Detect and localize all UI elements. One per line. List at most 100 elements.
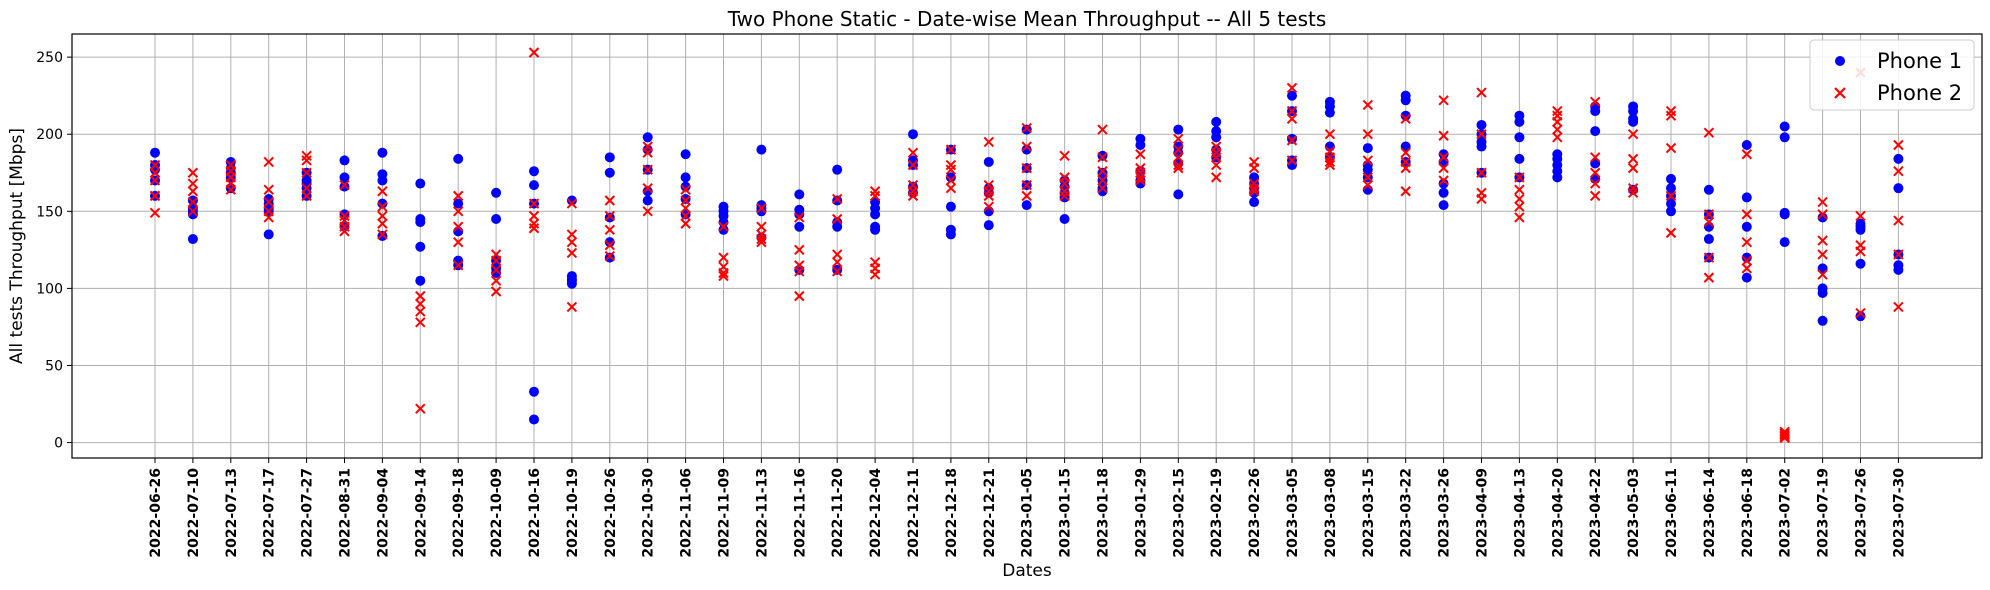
phone-2-point <box>983 136 995 148</box>
phone-1-point <box>832 195 843 206</box>
phone-1-point <box>1855 258 1866 269</box>
phone-2-point <box>1893 301 1904 313</box>
phone-1-point <box>1666 206 1676 217</box>
phone-2-point <box>1514 201 1525 212</box>
x-tick-label: 2023-01-15 <box>1058 468 1074 558</box>
phone-1-point <box>1097 150 1108 161</box>
phone-2-point <box>1286 82 1298 94</box>
phone-2-point <box>452 260 464 271</box>
phone-2-point <box>680 218 691 229</box>
phone-2-point <box>1324 156 1336 168</box>
phone-1-point <box>1059 214 1070 225</box>
x-tick-label: 2023-03-15 <box>1361 468 1377 558</box>
phone-1-point <box>1021 144 1032 155</box>
phone-1-point <box>529 166 539 177</box>
x-tick-label: 2023-07-02 <box>1778 468 1794 558</box>
phone-2-point <box>1173 152 1184 163</box>
phone-2-point <box>1893 249 1904 260</box>
x-tick-label: 2023-01-05 <box>1020 468 1036 558</box>
phone-1-point <box>1703 234 1714 245</box>
phone-1-point <box>983 187 994 198</box>
phone-2-point <box>1817 209 1828 220</box>
legend-phone-1-label: Phone 1 <box>1877 49 1962 73</box>
phone-1-point <box>794 221 805 232</box>
phone-1-point <box>1211 132 1222 143</box>
x-tick-label: 2022-12-11 <box>906 468 922 558</box>
phone-2-point <box>1248 186 1260 197</box>
phone-2-point <box>1589 178 1601 189</box>
phone-1-point <box>377 147 388 158</box>
x-tick-label: 2022-12-04 <box>868 468 884 558</box>
phone-1-point <box>1893 264 1904 275</box>
phone-1-point <box>1628 184 1639 195</box>
phone-2-point <box>528 47 540 58</box>
phone-1-point <box>491 187 502 198</box>
phone-1-point <box>794 189 805 200</box>
phone-2-point <box>1362 155 1374 166</box>
x-tick-label: 2023-07-26 <box>1854 468 1870 558</box>
phone-2-point <box>566 236 578 248</box>
phone-2-point <box>1135 175 1146 186</box>
phone-2-point <box>718 221 729 232</box>
phone-2-point <box>1362 99 1374 111</box>
phone-2-point <box>187 186 199 197</box>
phone-2-point <box>604 210 616 222</box>
phone-2-point <box>907 159 919 171</box>
phone-2-point <box>1476 87 1487 98</box>
legend-phone-2-label: Phone 2 <box>1877 81 1962 105</box>
phone-2-point <box>1627 162 1639 174</box>
phone-2-point <box>1703 252 1715 263</box>
phone-1-point <box>1438 187 1449 198</box>
x-tick-label: 2023-05-03 <box>1626 468 1642 558</box>
phone-1-point <box>604 237 615 248</box>
phone-1-point <box>1362 164 1373 175</box>
phone-2-point <box>1514 212 1525 223</box>
phone-2-point <box>490 275 502 286</box>
y-tick-label: 200 <box>36 127 63 143</box>
phone-1-point <box>1287 133 1297 144</box>
phone-2-point <box>1741 255 1753 266</box>
phone-2-point <box>1135 172 1146 183</box>
phone-1-point <box>566 278 577 289</box>
phone-2-point <box>1589 96 1601 108</box>
x-tick-label: 2022-11-09 <box>717 468 733 558</box>
phone-2-point <box>566 301 578 313</box>
phone-1-point <box>415 241 426 252</box>
x-tick-label: 2023-06-18 <box>1740 468 1756 558</box>
phone-1-point <box>1211 116 1222 127</box>
phone-1-point <box>1438 200 1449 211</box>
phone-1-point <box>1400 95 1411 106</box>
phone-1-point <box>1779 237 1790 248</box>
x-tick-label: 2022-06-26 <box>148 468 164 558</box>
phone-1-point <box>1135 140 1146 151</box>
phone-1-point <box>870 209 881 220</box>
phone-2-point <box>1059 178 1070 189</box>
phone-2-point <box>1855 210 1866 222</box>
phone-2-point <box>1855 246 1866 257</box>
phone-1-point <box>1628 106 1639 117</box>
phone-2-point <box>831 256 843 268</box>
phone-2-point <box>377 201 388 212</box>
phone-1-point <box>529 386 539 397</box>
y-tick-label: 250 <box>36 50 63 66</box>
x-tick-label: 2023-04-20 <box>1550 468 1566 558</box>
phone-2-point <box>1741 149 1753 160</box>
phone-2-point <box>1286 135 1298 146</box>
phone-2-point <box>945 164 957 175</box>
phone-2-point <box>831 193 843 205</box>
phone-1-point <box>453 198 464 209</box>
phone-2-point <box>1817 235 1828 246</box>
x-tick-label: 2023-07-19 <box>1816 468 1832 558</box>
phone-1-point <box>1514 116 1525 127</box>
phone-1-point <box>150 147 160 158</box>
x-tick-label: 2023-02-19 <box>1209 468 1225 558</box>
x-tick-label: 2022-10-16 <box>527 468 543 558</box>
phone-2-point <box>301 182 312 194</box>
x-tick-label: 2023-03-08 <box>1323 468 1339 558</box>
phone-2-point <box>263 156 274 168</box>
phone-2-point <box>1286 105 1298 117</box>
legend: Phone 1 Phone 2 <box>1809 39 1975 111</box>
y-tick-label: 150 <box>36 204 63 220</box>
phone-1-point <box>1287 90 1297 101</box>
phone-1-point <box>1893 153 1904 164</box>
